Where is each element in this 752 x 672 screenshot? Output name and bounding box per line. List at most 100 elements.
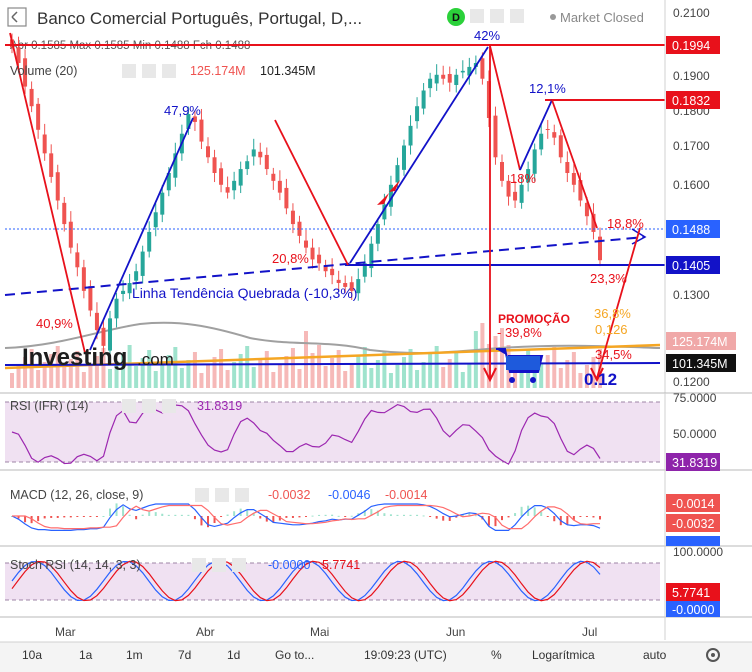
macd-hist-bar — [507, 516, 510, 518]
volume-bar — [179, 368, 184, 388]
macd-close-icon[interactable] — [235, 488, 249, 502]
candle-body — [238, 169, 243, 186]
rsi-value: 31.8319 — [197, 399, 242, 413]
candle-body — [36, 103, 41, 130]
volume-bar — [297, 369, 302, 388]
breakout-arrow-icon-2 — [389, 180, 400, 192]
log-scale-button[interactable]: Logarítmica — [532, 648, 595, 662]
volume-bar — [388, 373, 393, 388]
rsi-eye-icon[interactable] — [122, 399, 136, 413]
macd-hist-bar — [56, 516, 59, 518]
candle-body — [186, 114, 191, 129]
stoch-close-icon[interactable] — [232, 558, 246, 572]
candle-body — [421, 90, 426, 109]
close-icon[interactable] — [510, 9, 524, 23]
macd-eye-icon[interactable] — [195, 488, 209, 502]
goto-button[interactable]: Go to... — [275, 648, 314, 662]
volume-bar — [277, 364, 282, 388]
candle-body — [532, 149, 537, 174]
range-1d-button[interactable]: 1d — [227, 648, 240, 662]
collapse-icon[interactable] — [7, 7, 27, 27]
macd-hist-bar — [95, 516, 98, 517]
macd-hist-bar — [474, 515, 477, 517]
target-arrow-icon — [590, 367, 604, 383]
candle-body — [467, 66, 472, 76]
rsi-tag: 31.8319 — [672, 456, 717, 470]
candle-body — [49, 153, 54, 177]
gear-icon[interactable] — [706, 648, 720, 662]
stoch-eye-icon[interactable] — [192, 558, 206, 572]
stoch-panel: Stoch RSI (14, 14, 3, 3) -0.0000 5.7741 … — [5, 545, 723, 617]
stoch-label: Stoch RSI (14, 14, 3, 3) — [10, 558, 141, 572]
volume-bar — [460, 372, 465, 388]
macd-hist-bar — [572, 516, 575, 521]
candle-body — [591, 213, 596, 232]
volume-bar — [147, 350, 152, 388]
promo-arrow-icon — [483, 367, 497, 383]
stoch-settings-icon[interactable] — [212, 558, 226, 572]
target-line — [596, 227, 641, 379]
candle-body — [434, 74, 439, 84]
candle-body — [290, 210, 295, 225]
macd-hist-bar — [200, 516, 203, 526]
candle-body — [264, 154, 269, 170]
range-10y-button[interactable]: 10a — [22, 648, 42, 662]
price-tick: 0.1900 — [673, 69, 710, 83]
candle-body — [108, 318, 112, 351]
macd-hist-bar — [305, 516, 307, 517]
candle-body — [251, 149, 256, 157]
candle-body — [192, 116, 197, 122]
candle-body — [114, 298, 119, 319]
macd-hist-bar — [429, 516, 432, 517]
macd-hist-bar — [82, 516, 85, 517]
macd-hist-bar — [350, 515, 353, 517]
volume-close-icon[interactable] — [162, 64, 176, 78]
volume-bar — [323, 366, 328, 388]
candle-body — [68, 221, 73, 248]
candles — [10, 33, 602, 357]
volume-bar — [199, 373, 204, 388]
volume-eye-icon[interactable] — [122, 64, 136, 78]
volume-bar — [428, 354, 433, 388]
stoch-tag-bg — [666, 583, 720, 601]
volume-settings-icon[interactable] — [142, 64, 156, 78]
settings-icon[interactable] — [490, 9, 504, 23]
volume-bar — [225, 370, 230, 388]
volume-bar — [362, 347, 367, 388]
candle-body — [42, 134, 47, 154]
rsi-close-icon[interactable] — [162, 399, 176, 413]
stoch-value-1: -0.0000 — [268, 558, 310, 572]
candle-body — [428, 78, 433, 89]
macd-hist-bar — [553, 516, 556, 522]
macd-hist-bar — [148, 511, 151, 516]
price-tag-0-1994: 0.1994 — [672, 39, 710, 53]
bottom-toolbar: 10a 1a 1m 7d 1d Go to... 19:09:23 (UTC) … — [0, 641, 752, 672]
range-7d-button[interactable]: 7d — [178, 648, 191, 662]
rsi-settings-icon[interactable] — [142, 399, 156, 413]
macd-tag-bg — [666, 494, 720, 512]
volume-value-1: 125.174M — [190, 64, 246, 78]
broken-trend-label: Linha Tendência Quebrada (-10,3%) — [132, 285, 357, 301]
range-1y-button[interactable]: 1a — [79, 648, 93, 662]
chart-header: Banco Comercial Português, Portugal, D,.… — [7, 7, 644, 52]
macd-settings-icon[interactable] — [215, 488, 229, 502]
percent-button[interactable]: % — [491, 648, 502, 662]
promo-label: PROMOÇÃO — [498, 311, 570, 326]
volume-bar — [375, 360, 380, 388]
macd-hist-bar — [363, 510, 366, 516]
macd-hist-bar — [442, 516, 445, 521]
auto-scale-button[interactable]: auto — [643, 648, 667, 662]
volume-bar — [290, 348, 295, 388]
annotation-pct-42: 42% — [474, 28, 500, 43]
eye-icon[interactable] — [470, 9, 484, 23]
range-1m-button[interactable]: 1m — [126, 648, 143, 662]
volume-bar — [232, 362, 237, 388]
macd-hist-bar — [161, 513, 164, 516]
investing-logo: Investing — [22, 344, 127, 371]
macd-hist-bar — [272, 516, 275, 523]
candle-body — [166, 173, 171, 191]
macd-hist-bar — [246, 509, 249, 516]
macd-hist-bar — [24, 516, 27, 523]
move-line-down-4 — [551, 99, 598, 229]
macd-hist-bar — [122, 506, 125, 516]
